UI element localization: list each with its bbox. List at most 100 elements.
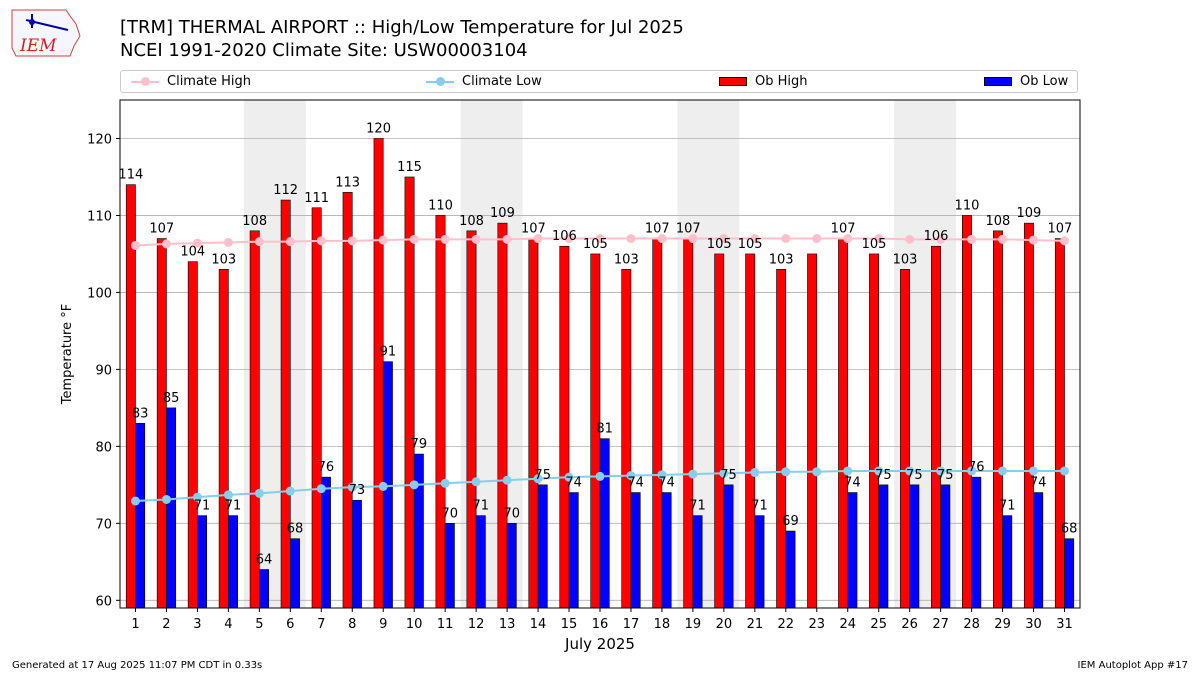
ob-low-bar bbox=[506, 523, 517, 609]
y-tick-label: 70 bbox=[95, 517, 112, 532]
x-tick-label: 7 bbox=[317, 617, 325, 632]
ob-high-bar bbox=[869, 253, 880, 609]
x-tick-label: 10 bbox=[406, 617, 423, 632]
ob-low-bar bbox=[1033, 492, 1044, 609]
ob-high-bar bbox=[373, 138, 384, 609]
legend: Climate High Climate Low Ob High Ob Low bbox=[120, 70, 1078, 93]
ob-high-label: 110 bbox=[428, 198, 453, 213]
ob-high-label: 111 bbox=[304, 191, 329, 206]
climate-low-point bbox=[905, 466, 915, 476]
climate-low-point bbox=[1029, 466, 1039, 476]
x-tick-label: 26 bbox=[901, 617, 918, 632]
x-tick-label: 14 bbox=[530, 617, 547, 632]
ob-low-bar bbox=[940, 484, 951, 609]
chart-title: [TRM] THERMAL AIRPORT :: High/Low Temper… bbox=[120, 17, 684, 38]
ob-high-label: 114 bbox=[118, 168, 143, 183]
ob-high-bar bbox=[838, 238, 849, 609]
ob-high-bar bbox=[218, 269, 229, 609]
ob-low-label: 64 bbox=[256, 553, 273, 568]
ob-high-label: 105 bbox=[862, 237, 887, 252]
ob-low-label: 70 bbox=[503, 506, 520, 521]
climate-low-point bbox=[967, 466, 977, 476]
y-tick-label: 60 bbox=[95, 594, 112, 609]
climate-high-point bbox=[967, 234, 977, 244]
climate-low-point bbox=[223, 490, 233, 500]
ob-low-label: 74 bbox=[565, 476, 582, 491]
ob-high-label: 103 bbox=[211, 252, 236, 267]
ob-low-label: 74 bbox=[1030, 476, 1047, 491]
climate-low-point bbox=[192, 492, 202, 502]
legend-item-climate-high: Climate High bbox=[131, 71, 251, 92]
climate-high-point bbox=[719, 234, 729, 244]
climate-low-point bbox=[657, 470, 667, 480]
x-tick-label: 25 bbox=[870, 617, 887, 632]
ob-high-label: 104 bbox=[180, 245, 205, 260]
legend-label: Ob Low bbox=[1020, 74, 1069, 89]
ob-low-bar bbox=[166, 407, 177, 609]
ob-low-label: 69 bbox=[782, 514, 799, 529]
climate-high-point bbox=[626, 234, 636, 244]
ob-low-bar bbox=[878, 484, 889, 609]
app-note: IEM Autoplot App #17 bbox=[1077, 660, 1188, 671]
y-tick-label: 90 bbox=[95, 363, 112, 378]
x-tick-label: 27 bbox=[932, 617, 949, 632]
ob-low-label: 76 bbox=[318, 460, 335, 475]
x-tick-label: 4 bbox=[224, 617, 232, 632]
ob-high-label: 106 bbox=[924, 229, 949, 244]
climate-low-point bbox=[719, 468, 729, 478]
climate-high-point bbox=[347, 236, 357, 246]
ob-low-label: 71 bbox=[751, 499, 768, 514]
ob-high-bar bbox=[311, 207, 322, 609]
x-tick-label: 23 bbox=[809, 617, 826, 632]
climate-high-point bbox=[316, 236, 326, 246]
climate-high-point bbox=[843, 234, 853, 244]
ob-high-bar bbox=[528, 238, 539, 609]
climate-low-point bbox=[285, 486, 295, 496]
ob-low-bar bbox=[723, 484, 734, 609]
x-tick-label: 20 bbox=[716, 617, 733, 632]
climate-low-point bbox=[316, 484, 326, 494]
x-tick-label: 31 bbox=[1056, 617, 1073, 632]
climate-high-point bbox=[502, 234, 512, 244]
climate-low-point bbox=[130, 496, 140, 506]
legend-item-climate-low: Climate Low bbox=[426, 71, 542, 92]
x-tick-label: 6 bbox=[286, 617, 294, 632]
legend-patch bbox=[984, 77, 1012, 86]
ob-low-label: 70 bbox=[442, 506, 459, 521]
ob-high-label: 107 bbox=[149, 222, 174, 237]
ob-high-label: 109 bbox=[490, 206, 515, 221]
y-axis-label: Temperature °F bbox=[60, 304, 75, 405]
ob-low-bar bbox=[351, 499, 362, 609]
climate-low-point bbox=[378, 481, 388, 491]
ob-low-bar bbox=[661, 492, 672, 609]
climate-low-point bbox=[998, 466, 1008, 476]
ob-high-label: 103 bbox=[614, 252, 639, 267]
ob-low-label: 76 bbox=[968, 460, 985, 475]
climate-high-point bbox=[657, 234, 667, 244]
climate-low-point bbox=[750, 468, 760, 478]
ob-low-label: 71 bbox=[194, 499, 211, 514]
ob-low-label: 71 bbox=[473, 499, 490, 514]
climate-high-point bbox=[130, 240, 140, 250]
climate-low-point bbox=[533, 474, 543, 484]
climate-high-point bbox=[254, 237, 264, 247]
climate-high-point bbox=[595, 234, 605, 244]
x-tick-label: 17 bbox=[623, 617, 640, 632]
climate-low-point bbox=[812, 467, 822, 477]
climate-high-point bbox=[998, 234, 1008, 244]
x-tick-label: 1 bbox=[131, 617, 139, 632]
ob-high-bar bbox=[714, 253, 725, 609]
ob-low-bar bbox=[599, 438, 610, 609]
ob-high-label: 109 bbox=[1016, 206, 1041, 221]
climate-high-point bbox=[440, 234, 450, 244]
ob-high-label: 108 bbox=[459, 214, 484, 229]
ob-high-bar bbox=[900, 269, 910, 609]
ob-high-bar bbox=[187, 261, 198, 609]
ob-low-bar bbox=[630, 492, 641, 609]
x-tick-label: 13 bbox=[499, 617, 516, 632]
ob-high-bar bbox=[962, 215, 972, 609]
ob-high-label: 105 bbox=[738, 237, 763, 252]
ob-high-bar bbox=[435, 215, 446, 609]
ob-low-label: 74 bbox=[627, 476, 644, 491]
